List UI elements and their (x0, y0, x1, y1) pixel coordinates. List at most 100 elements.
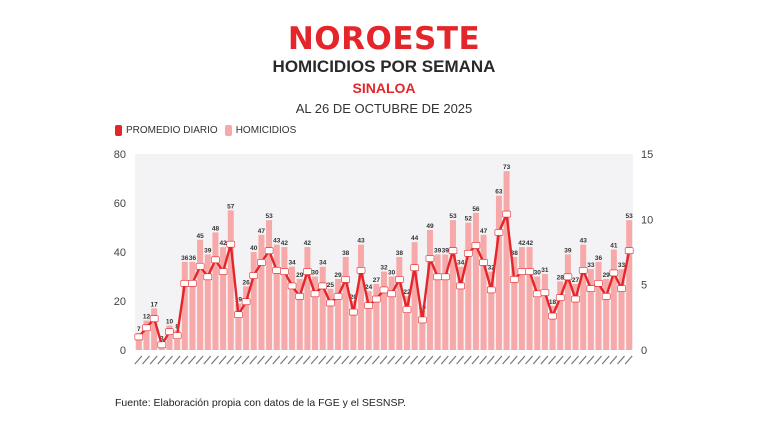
bar (419, 310, 426, 350)
x-tick-label (226, 355, 235, 365)
bar (381, 271, 387, 350)
bar-value-label: 43 (357, 238, 365, 245)
bar (580, 244, 587, 350)
bar-value-label: 10 (166, 319, 174, 326)
x-tick-label (203, 355, 212, 365)
bar (266, 220, 273, 350)
bar-value-label: 39 (434, 247, 442, 254)
x-tick-label (624, 355, 633, 365)
line-value-marker (502, 210, 511, 218)
x-tick-label (571, 355, 579, 365)
y-tick-label: 40 (114, 247, 126, 259)
brand-logo: NOROESTE (287, 21, 481, 57)
bar-value-label: 63 (495, 189, 503, 196)
x-tick-label (149, 355, 158, 365)
line-value-marker (509, 276, 519, 283)
bar-value-label: 29 (334, 272, 342, 279)
chart-subtitle: SINALOA (352, 80, 416, 96)
bar (151, 308, 158, 350)
y-tick-label: 60 (114, 198, 126, 210)
line-value-marker (356, 266, 366, 274)
bar-value-label: 22 (403, 289, 411, 296)
bar-value-label: 43 (273, 238, 281, 245)
bar-value-label: 57 (227, 203, 235, 210)
legend-bar-label: HOMICIDIOS (235, 125, 297, 136)
bar (319, 266, 326, 350)
legend-bar-swatch (224, 125, 232, 136)
legend-line-label: PROMEDIO DIARIO (126, 125, 218, 136)
bar-value-label: 52 (465, 216, 473, 223)
bar (465, 222, 472, 350)
bar (618, 269, 625, 350)
bar (212, 232, 219, 350)
line-value-marker (433, 273, 442, 281)
y2-tick-label: 0 (641, 345, 647, 357)
bar-value-label: 32 (488, 265, 496, 272)
line-value-marker (310, 290, 320, 298)
x-tick-label (272, 355, 281, 365)
line-value-marker (379, 286, 389, 294)
bar (411, 242, 418, 350)
y2-tick-label: 5 (641, 280, 647, 292)
bar-value-label: 34 (319, 260, 327, 267)
bar (626, 220, 633, 350)
bar-value-label: 39 (564, 247, 572, 254)
x-tick-label (233, 355, 242, 365)
line-value-marker (134, 333, 144, 341)
bar-value-label: 30 (388, 270, 396, 277)
bar (488, 271, 495, 350)
bar-value-label: 17 (151, 301, 159, 308)
line-value-marker (387, 290, 396, 298)
x-tick-label (448, 355, 457, 365)
bar (365, 291, 372, 350)
y-tick-label: 20 (114, 296, 126, 308)
bar (296, 278, 303, 350)
bar-value-label: 29 (603, 272, 611, 279)
line-value-marker (264, 247, 274, 254)
bar-value-label: 36 (181, 255, 189, 262)
bar (327, 288, 334, 350)
x-tick-label (425, 355, 434, 365)
bar (243, 286, 250, 350)
bar (235, 303, 242, 350)
x-tick-label (379, 355, 388, 365)
bar (350, 301, 357, 350)
bar-value-label: 33 (587, 262, 595, 269)
bar (572, 283, 579, 350)
bar (564, 254, 571, 350)
line-value-marker (241, 298, 251, 305)
bar-value-label: 18 (549, 299, 557, 306)
line-value-marker (142, 324, 151, 332)
line-value-marker (494, 229, 504, 236)
x-tick-label (249, 355, 258, 365)
line-value-marker (188, 280, 197, 287)
bar-value-label: 39 (442, 247, 450, 254)
bar (388, 276, 395, 350)
x-tick-label (471, 355, 480, 365)
line-value-marker (563, 273, 573, 281)
bar-value-label: 53 (626, 213, 634, 220)
chart-date: AL 26 DE OCTUBRE DE 2025 (295, 101, 473, 116)
line-value-marker (402, 306, 412, 313)
bar-value-label: 3 (160, 336, 164, 343)
line-value-marker (448, 247, 458, 254)
line-value-marker (586, 285, 596, 292)
line-value-marker (548, 312, 557, 320)
bar-value-label: 25 (327, 282, 335, 289)
bar (610, 249, 617, 350)
line-value-marker (540, 289, 550, 296)
bar-value-label: 7 (137, 326, 141, 333)
x-tick-label (532, 355, 541, 365)
x-tick-label (333, 355, 342, 365)
x-tick-label (180, 355, 189, 365)
bar (358, 244, 365, 350)
line-value-marker (349, 308, 358, 316)
y-tick-label: 0 (120, 345, 126, 357)
line-value-marker (617, 285, 626, 292)
line-value-marker (333, 293, 343, 300)
bar-value-label: 43 (580, 238, 588, 245)
bar (549, 305, 556, 350)
legend-line-swatch (115, 125, 122, 136)
x-tick-label (295, 355, 304, 365)
line-value-marker (226, 240, 236, 248)
